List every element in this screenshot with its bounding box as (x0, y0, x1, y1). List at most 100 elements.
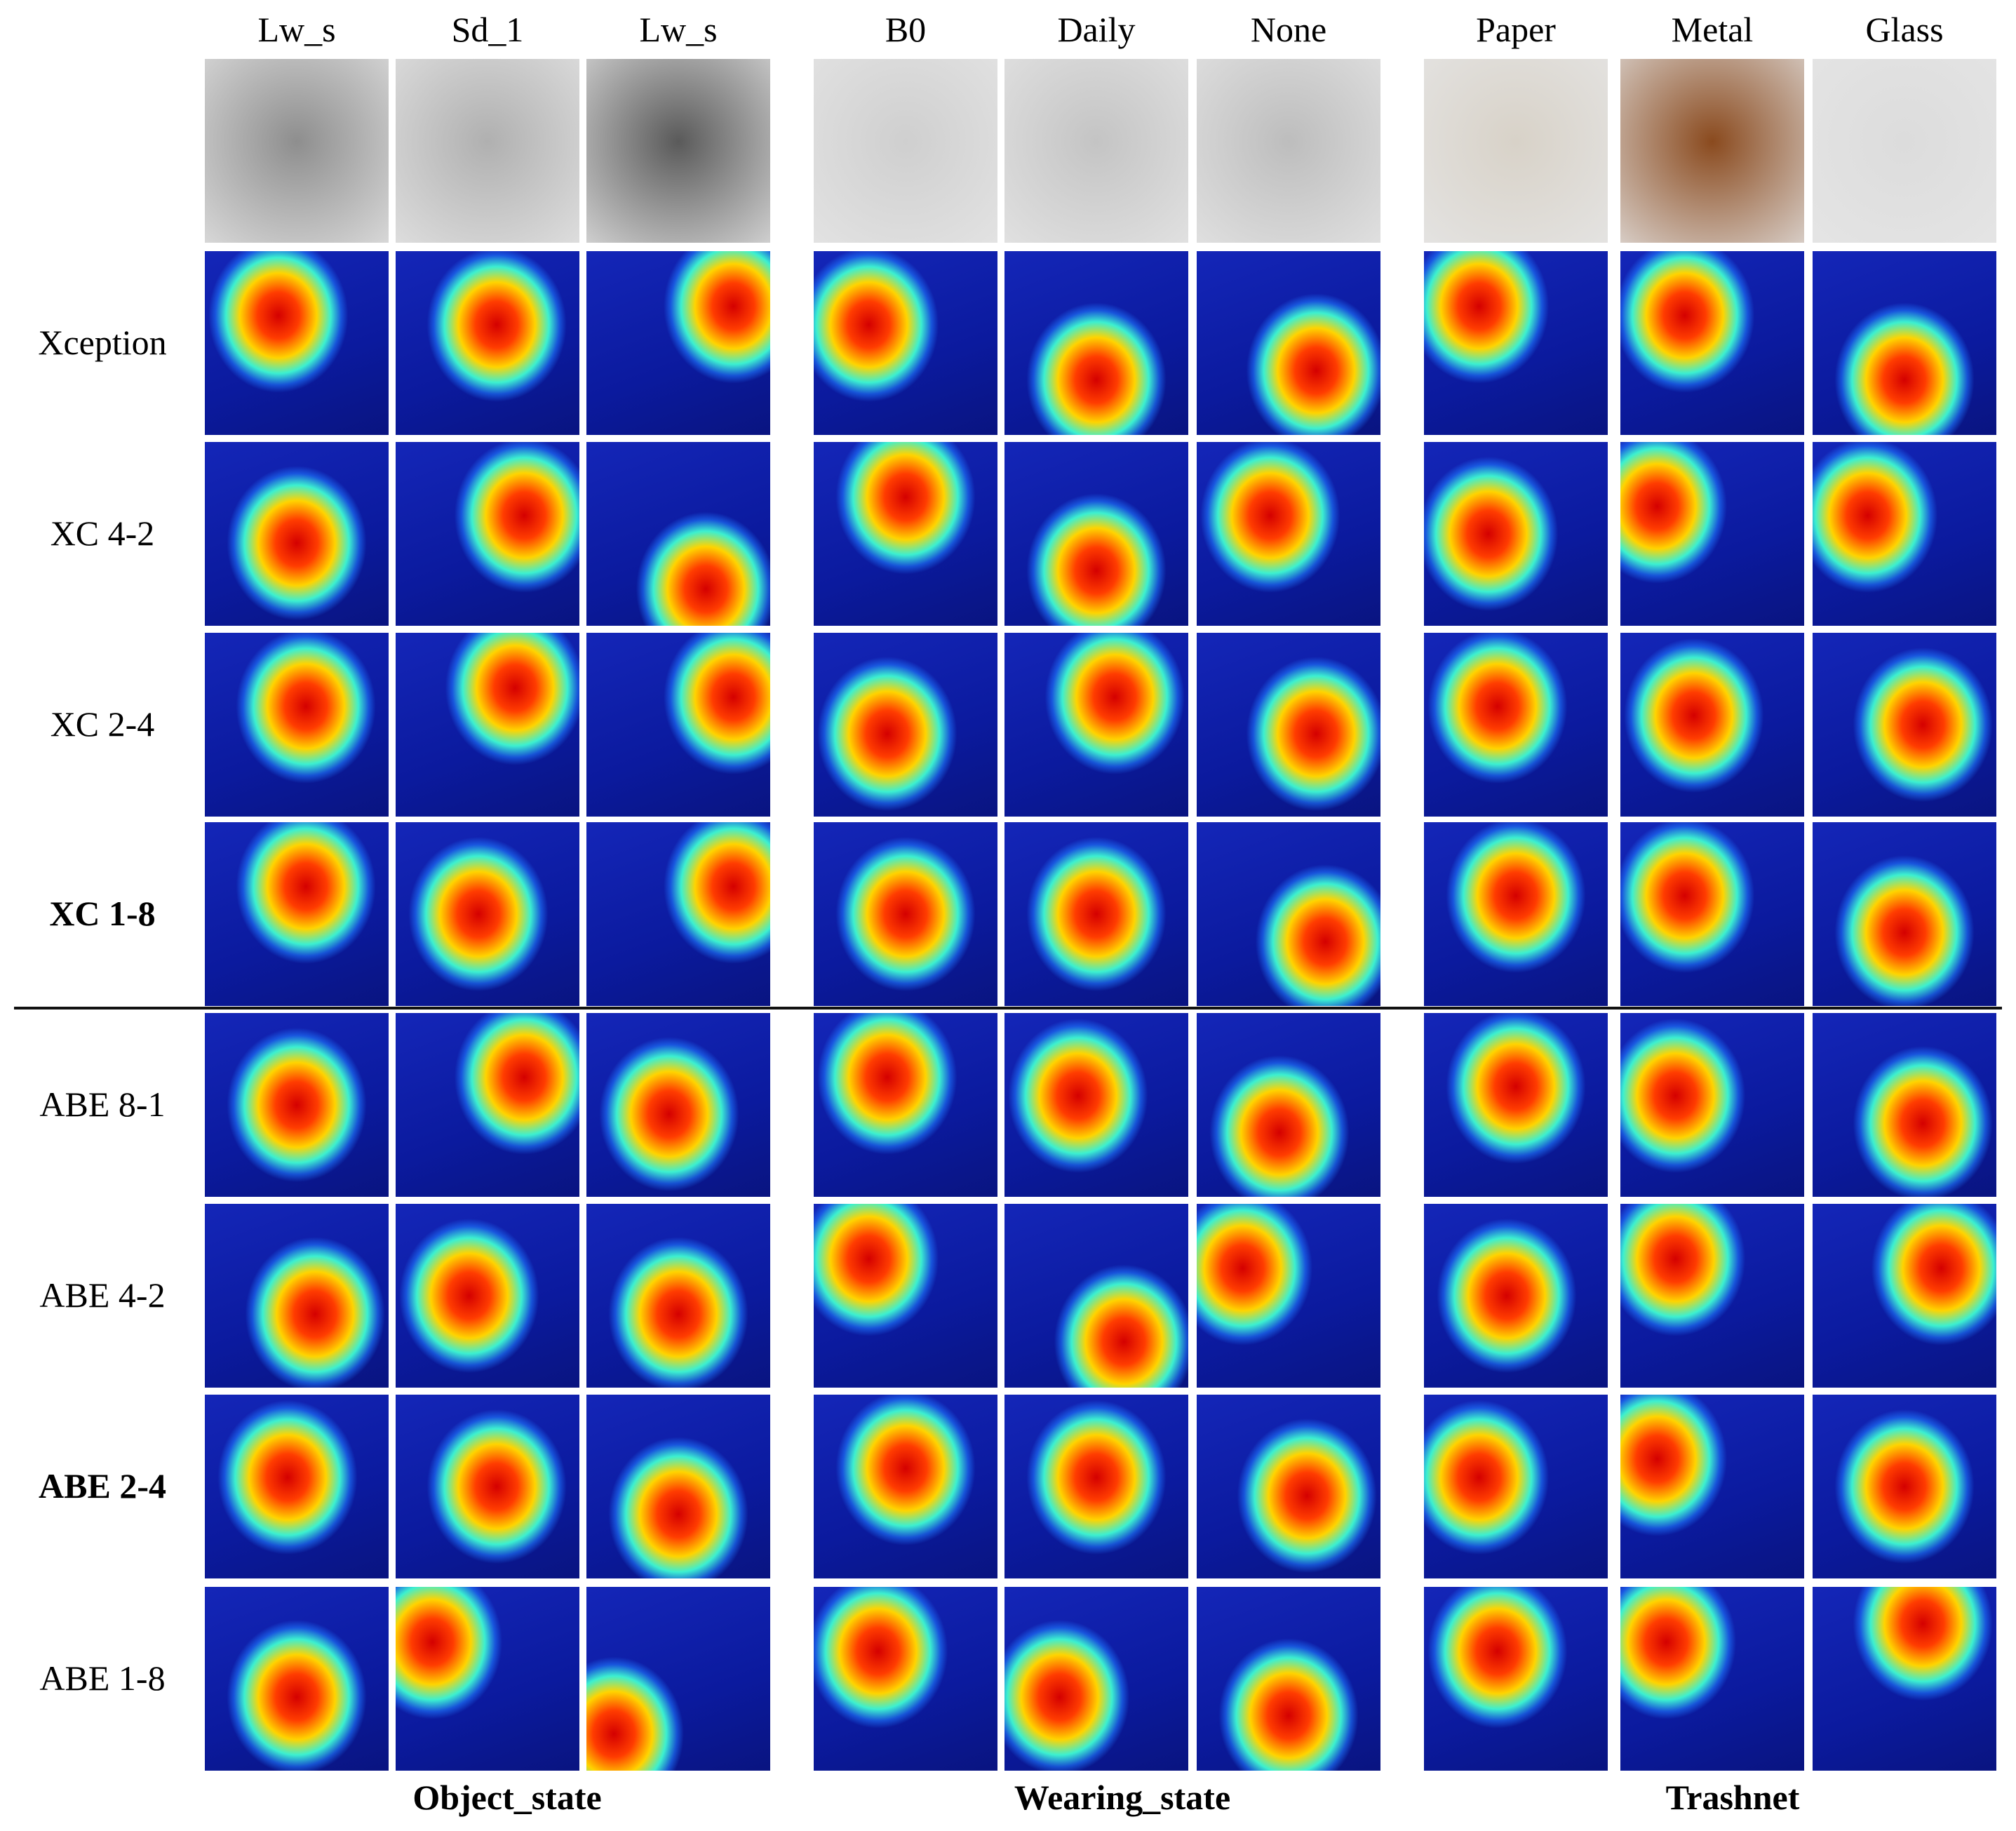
heatmap-tile (1197, 1395, 1380, 1578)
heatmap-tile (814, 1395, 997, 1578)
heatmap-tile (1197, 442, 1380, 626)
heatmap-tile (1620, 822, 1804, 1006)
heatmap-tile (586, 251, 770, 435)
heatmap-tile (205, 633, 389, 817)
heatmap-tile (1620, 633, 1804, 817)
row-label: Xception (38, 323, 167, 362)
heatmap-tile (396, 822, 579, 1006)
sample-photo (1197, 59, 1380, 243)
heatmap-tile (205, 251, 389, 435)
group-label-wearing-state: Wearing_state (1014, 1778, 1231, 1817)
group-label-trashnet: Trashnet (1665, 1778, 1800, 1817)
sample-photo (1620, 59, 1804, 243)
heatmap-tile (396, 442, 579, 626)
column-header: B0 (885, 10, 927, 49)
heatmap-tile (1004, 1204, 1188, 1388)
heatmap-tile (1620, 1013, 1804, 1197)
column-header: Glass (1865, 10, 1944, 49)
row-label: XC 1-8 (49, 894, 156, 933)
heatmap-tile (1620, 442, 1804, 626)
heatmap-tile (1424, 1204, 1608, 1388)
sample-photo (396, 59, 579, 243)
heatmap-tile (1424, 442, 1608, 626)
heatmap-tile (1813, 251, 1996, 435)
heatmap-tile (205, 1395, 389, 1578)
heatmap-tile (1424, 251, 1608, 435)
heatmap-tile (1004, 1587, 1188, 1771)
heatmap-tile (814, 1013, 997, 1197)
heatmap-tile (814, 442, 997, 626)
heatmap-tile (396, 1587, 579, 1771)
row-label: XC 4-2 (50, 514, 155, 553)
column-header: Metal (1671, 10, 1754, 49)
column-header: Lw_s (257, 10, 336, 49)
heatmap-tile (586, 1587, 770, 1771)
sample-photo (586, 59, 770, 243)
heatmap-tile (1424, 1013, 1608, 1197)
heatmap-tile (1813, 1587, 1996, 1771)
column-header: None (1250, 10, 1327, 49)
heatmap-tile (1620, 1204, 1804, 1388)
heatmap-tile (1197, 822, 1380, 1006)
sample-photo (1424, 59, 1608, 243)
heatmap-tile (205, 1587, 389, 1771)
row-label: XC 2-4 (50, 704, 155, 744)
heatmap-tile (1424, 1395, 1608, 1578)
heatmap-tile (396, 633, 579, 817)
heatmap-tile (586, 442, 770, 626)
heatmap-tile (586, 1204, 770, 1388)
group-label-object-state: Object_state (412, 1778, 602, 1817)
column-header: Lw_s (639, 10, 718, 49)
heatmap-tile (1813, 822, 1996, 1006)
heatmap-tile (1197, 251, 1380, 435)
heatmap-tile (205, 442, 389, 626)
heatmap-tile (1004, 1013, 1188, 1197)
heatmap-tile (1424, 633, 1608, 817)
sample-photo (814, 59, 997, 243)
heatmap-tile (1197, 1013, 1380, 1197)
heatmap-tile (396, 1013, 579, 1197)
divider-line (14, 1007, 2002, 1010)
column-header: Sd_1 (451, 10, 524, 49)
heatmap-tile (1813, 442, 1996, 626)
heatmap-tile (1424, 822, 1608, 1006)
heatmap-tile (586, 633, 770, 817)
heatmap-tile (814, 633, 997, 817)
heatmap-tile (1004, 1395, 1188, 1578)
heatmap-tile (1004, 251, 1188, 435)
heatmap-tile (396, 1204, 579, 1388)
heatmap-tile (814, 251, 997, 435)
heatmap-tile (396, 251, 579, 435)
heatmap-tile (814, 1204, 997, 1388)
heatmap-tile (205, 1013, 389, 1197)
heatmap-tile (1004, 442, 1188, 626)
heatmap-tile (1620, 1587, 1804, 1771)
heatmap-tile (1620, 251, 1804, 435)
heatmap-tile (1813, 1013, 1996, 1197)
heatmap-tile (205, 822, 389, 1006)
heatmap-tile (1197, 1587, 1380, 1771)
heatmap-tile (1813, 1395, 1996, 1578)
heatmap-tile (396, 1395, 579, 1578)
heatmap-tile (1004, 633, 1188, 817)
heatmap-tile (814, 1587, 997, 1771)
heatmap-tile (1813, 1204, 1996, 1388)
heatmap-tile (1197, 633, 1380, 817)
row-label: ABE 2-4 (39, 1466, 166, 1505)
heatmap-tile (1004, 822, 1188, 1006)
heatmap-tile (1813, 633, 1996, 817)
row-label: ABE 1-8 (39, 1658, 166, 1698)
heatmap-tile (814, 822, 997, 1006)
heatmap-tile (586, 1013, 770, 1197)
heatmap-tile (1424, 1587, 1608, 1771)
heatmap-tile (1197, 1204, 1380, 1388)
heatmap-tile (1620, 1395, 1804, 1578)
sample-photo (1813, 59, 1996, 243)
row-label: ABE 8-1 (39, 1085, 166, 1124)
heatmap-tile (586, 1395, 770, 1578)
sample-photo (1004, 59, 1188, 243)
row-label: ABE 4-2 (39, 1275, 166, 1315)
heatmap-tile (205, 1204, 389, 1388)
heatmap-tile (586, 822, 770, 1006)
